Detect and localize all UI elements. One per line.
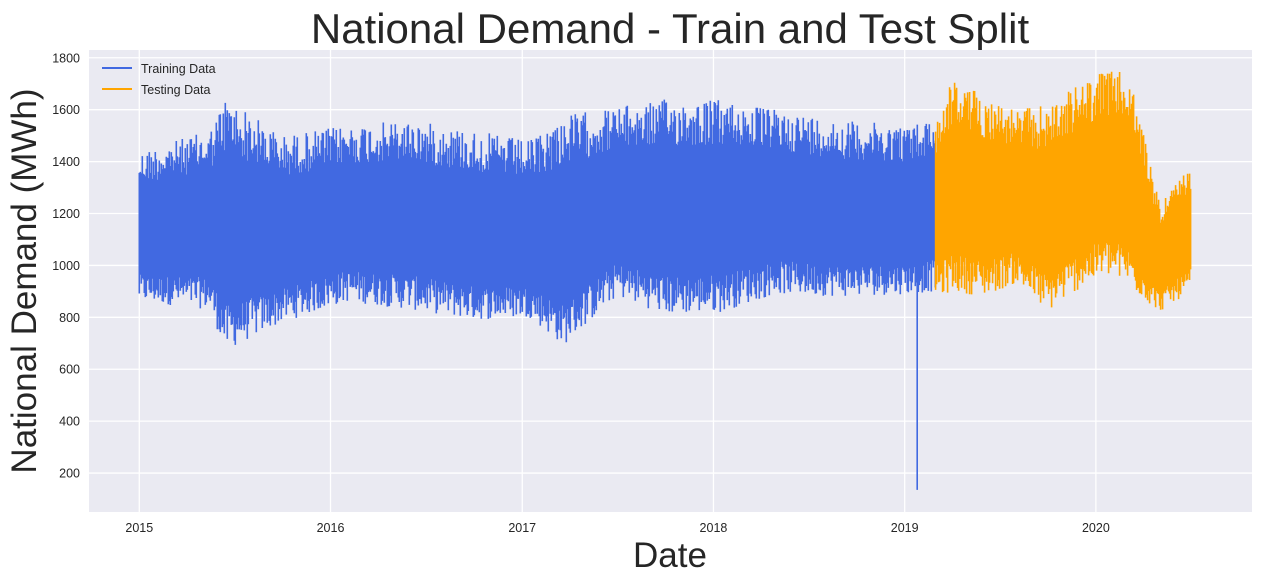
x-tick-label: 2016 xyxy=(317,521,345,535)
y-axis-label: National Demand (MWh) xyxy=(5,88,44,473)
y-tick-label: 600 xyxy=(59,363,80,377)
y-tick-label: 200 xyxy=(59,467,80,481)
series-layer xyxy=(138,71,1192,490)
series-line-training-data xyxy=(138,99,937,490)
y-tick-label: 1600 xyxy=(52,103,80,117)
x-axis-label: Date xyxy=(633,536,707,575)
y-tick-label: 1800 xyxy=(52,51,80,65)
y-tick-label: 400 xyxy=(59,415,80,429)
x-tick-label: 2015 xyxy=(125,521,153,535)
legend-label-testing: Testing Data xyxy=(141,83,211,97)
y-axis-ticks: 200 400 600 800 1000 1200 1400 1600 1800 xyxy=(52,51,80,480)
y-tick-label: 1200 xyxy=(52,207,80,221)
y-tick-label: 1000 xyxy=(52,259,80,273)
x-axis-ticks: 2015 2016 2017 2018 2019 2020 xyxy=(125,521,1109,535)
legend-label-training: Training Data xyxy=(141,62,216,76)
x-tick-label: 2018 xyxy=(700,521,728,535)
y-tick-label: 800 xyxy=(59,311,80,325)
x-tick-label: 2017 xyxy=(508,521,536,535)
legend: Training Data Testing Data xyxy=(102,62,216,97)
series-line-testing-data xyxy=(934,71,1192,310)
x-tick-label: 2019 xyxy=(891,521,919,535)
x-tick-label: 2020 xyxy=(1082,521,1110,535)
chart-title: National Demand - Train and Test Split xyxy=(311,5,1030,52)
y-tick-label: 1400 xyxy=(52,155,80,169)
